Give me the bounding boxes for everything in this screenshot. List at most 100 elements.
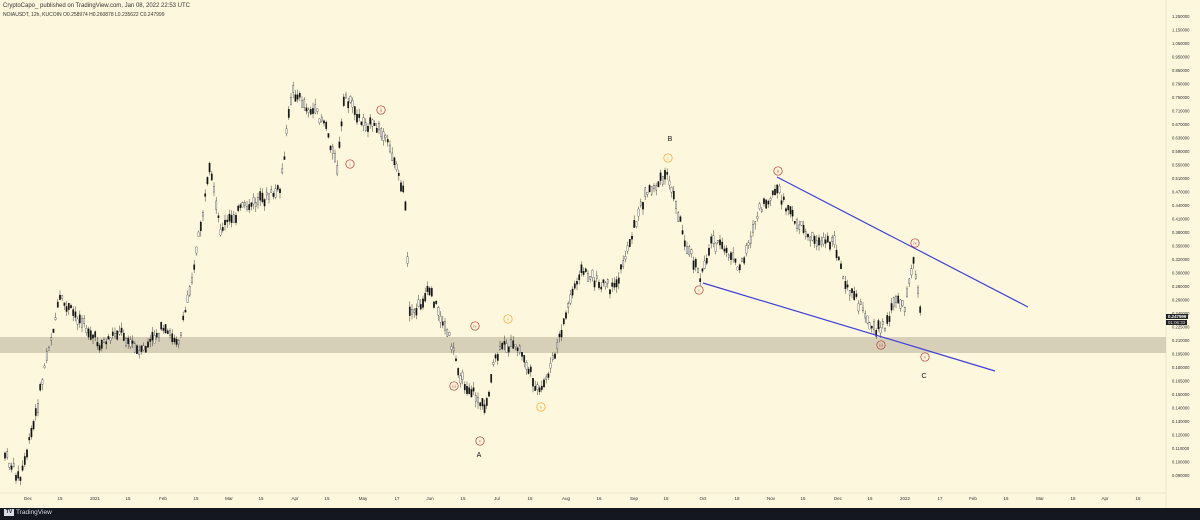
candle-body	[356, 114, 358, 123]
candle-body	[899, 299, 902, 309]
candle-body	[818, 237, 820, 246]
price-tick-label: 0.510000	[1172, 176, 1190, 181]
candle-body	[246, 206, 248, 210]
candle-body	[138, 350, 141, 355]
time-tick-label: 15	[1070, 496, 1076, 501]
candles	[4, 81, 922, 486]
candle-body	[323, 120, 325, 124]
wave-label-v: v	[479, 439, 482, 444]
tradingview-logo[interactable]: TV TradingView	[4, 509, 52, 516]
wave-label-c-minor: c	[667, 156, 669, 161]
candle-body	[846, 284, 849, 288]
candle-body	[639, 201, 642, 206]
candle-body	[886, 315, 889, 324]
candle-body	[406, 256, 409, 264]
candle-body	[213, 186, 215, 193]
candle-body	[474, 395, 477, 402]
candle-body	[362, 117, 365, 126]
wave-label-c-minor-circle	[663, 153, 673, 163]
candle-body	[661, 176, 664, 185]
candle-body	[888, 316, 891, 322]
candle-body	[144, 346, 147, 353]
candle-body	[6, 451, 9, 458]
candle-body	[494, 354, 497, 359]
candle-body	[789, 206, 792, 215]
candle-body	[657, 181, 660, 188]
time-tick-label: Jun	[426, 496, 434, 501]
candle-body	[428, 287, 431, 296]
time-tick-label: 16	[596, 496, 602, 501]
candle-body	[800, 221, 803, 226]
candle-body	[34, 408, 37, 416]
price-tick-label: 0.140000	[1172, 406, 1190, 411]
candle-body	[182, 315, 185, 321]
candle-body	[360, 121, 363, 125]
candle-body	[653, 185, 655, 189]
candle-body	[833, 235, 836, 245]
upper-trendline	[776, 176, 1029, 308]
candle-body	[184, 309, 187, 313]
price-tick-label: 0.590000	[1172, 149, 1190, 154]
time-tick-label: 15	[258, 496, 264, 501]
price-tick-label: 1.150000	[1172, 28, 1190, 33]
candle-body	[164, 324, 167, 334]
candle-body	[92, 334, 94, 339]
wave-label-ii-2: ii	[777, 169, 780, 174]
candle-body	[708, 247, 710, 256]
candle-body	[529, 366, 532, 373]
candle-body	[85, 327, 88, 334]
price-tick-label: 0.260000	[1172, 298, 1190, 303]
price-tick-label: 0.180000	[1172, 365, 1190, 370]
candle-body	[866, 315, 869, 324]
wave-label-iv: iv	[473, 324, 477, 329]
candle-body	[23, 456, 26, 465]
candle-body	[831, 237, 834, 242]
candle-body	[252, 197, 255, 205]
candle-body	[815, 240, 818, 247]
candle-body	[675, 201, 677, 209]
candle-body	[646, 192, 649, 195]
candle-body	[527, 368, 530, 374]
price-axis: 1.250000 1.150000 1.050000 0.950000 0.850000…	[1172, 14, 1190, 478]
candle-body	[910, 268, 913, 276]
candle-body	[877, 320, 880, 330]
candle-body	[19, 476, 22, 481]
candle-body	[602, 279, 605, 283]
wave-label-iv-2-circle	[910, 238, 920, 248]
candle-body	[147, 341, 149, 348]
time-tick-label: 15	[193, 496, 199, 501]
candle-body	[12, 463, 15, 467]
wave-label-b-minor: b	[540, 405, 543, 410]
time-tick-label: 15	[125, 496, 131, 501]
candle-body	[54, 317, 57, 320]
candle-body	[679, 216, 682, 222]
candle-body	[600, 286, 603, 290]
candle-body	[712, 235, 715, 244]
candle-body	[450, 346, 453, 350]
candle-body	[840, 263, 842, 270]
candle-body	[628, 239, 631, 247]
candle-body	[901, 300, 904, 307]
candle-body	[681, 230, 684, 235]
candle-body	[785, 208, 787, 212]
candle-body	[177, 340, 180, 345]
candle-body	[116, 330, 119, 340]
footer-bar: TV TradingView	[0, 508, 1200, 520]
candle-body	[325, 121, 328, 129]
candle-body	[439, 315, 442, 323]
wave-label-iii-2: iii	[879, 343, 884, 348]
candle-body	[296, 94, 299, 100]
candle-body	[358, 113, 361, 118]
candle-body	[503, 341, 506, 345]
candle-body	[659, 172, 662, 181]
wave-label-iv-circle	[470, 321, 480, 331]
candle-body	[758, 203, 761, 209]
wave-label-iii-2-circle	[876, 340, 886, 350]
candle-body	[105, 341, 108, 345]
candle-body	[648, 185, 651, 193]
price-tick-label: 0.950000	[1172, 55, 1190, 60]
candle-body	[477, 396, 479, 404]
candle-body	[824, 239, 827, 244]
candle-body	[606, 279, 609, 284]
